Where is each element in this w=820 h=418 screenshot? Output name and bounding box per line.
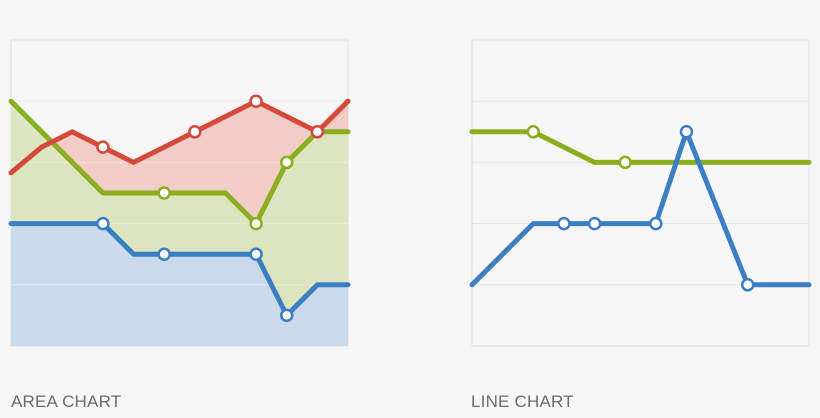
- data-point-0-0-5: [157, 247, 171, 261]
- data-point-0-2-3: [96, 140, 110, 154]
- data-point-0-0-9: [279, 308, 294, 323]
- data-point-1-1-7: [679, 125, 694, 139]
- series-line-0-1: [8, 98, 351, 227]
- data-point-0-2-6: [188, 125, 202, 139]
- data-point-1-1-4: [587, 216, 602, 231]
- data-point-0-0-8: [249, 247, 263, 261]
- series-line-0-2: [8, 98, 351, 176]
- data-point-0-1-5: [157, 186, 171, 200]
- data-point-1-1-3: [557, 216, 571, 231]
- data-point-0-1-9: [279, 155, 294, 170]
- plot-frame-1: [471, 39, 810, 347]
- data-point-1-0-2: [526, 125, 541, 139]
- area-fill-0-0: [11, 223, 348, 346]
- area-chart-title: AREA CHART: [11, 392, 122, 411]
- data-point-1-1-9: [740, 278, 755, 292]
- data-point-0-0-3: [96, 216, 110, 231]
- series-line-0-0: [8, 221, 351, 318]
- line-chart-title: LINE CHART: [471, 392, 574, 411]
- data-point-1-0-5: [618, 155, 632, 170]
- data-point-0-1-8: [249, 216, 263, 231]
- data-point-1-1-6: [649, 216, 663, 231]
- data-point-0-2-10: [310, 125, 325, 139]
- data-point-0-2-8: [249, 94, 263, 108]
